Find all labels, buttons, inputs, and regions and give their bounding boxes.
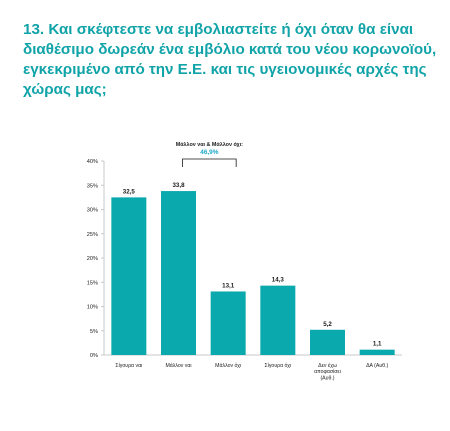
category-label: Σίγουρα όχι: [264, 362, 291, 369]
bar-value-label: 5,2: [323, 321, 332, 328]
category-label: Δεν έχω αποφασίσει (Αυθ.): [314, 362, 341, 381]
y-tick-label: 40%: [87, 159, 98, 165]
y-tick-label: 5%: [90, 329, 98, 335]
bar: [111, 197, 147, 355]
y-tick-label: 20%: [87, 256, 98, 262]
bar: [359, 349, 395, 355]
y-tick-label: 10%: [87, 305, 98, 311]
bar: [161, 191, 196, 355]
y-tick-label: 15%: [87, 280, 98, 286]
category-label: Μάλλον όχι: [215, 362, 241, 369]
y-tick-label: 30%: [87, 208, 98, 214]
category-label: ΔΑ (Αυθ.): [366, 363, 388, 369]
category-label: Σίγουρα ναι: [115, 363, 142, 369]
bar: [260, 285, 296, 355]
y-tick-label: 0%: [90, 353, 98, 359]
bar: [210, 291, 246, 355]
annotation-value: 46,9%: [200, 149, 218, 156]
bar-value-label: 32,5: [123, 188, 136, 195]
bar: [310, 329, 345, 355]
y-tick-label: 25%: [87, 232, 98, 238]
category-label: Μάλλον ναι: [165, 362, 191, 369]
bar-value-label: 13,1: [222, 282, 235, 289]
y-tick-label: 35%: [87, 183, 98, 189]
bar-value-label: 33,8: [172, 182, 185, 189]
annotation-label: Μάλλον ναι & Μάλλον όχι:: [176, 142, 243, 148]
bar-value-label: 14,3: [272, 277, 285, 284]
page-title: 13. Και σκέφτεστε να εμβολιαστείτε ή όχι…: [23, 21, 437, 98]
bar-value-label: 1,1: [373, 341, 382, 348]
annotation-bracket: [182, 158, 237, 167]
